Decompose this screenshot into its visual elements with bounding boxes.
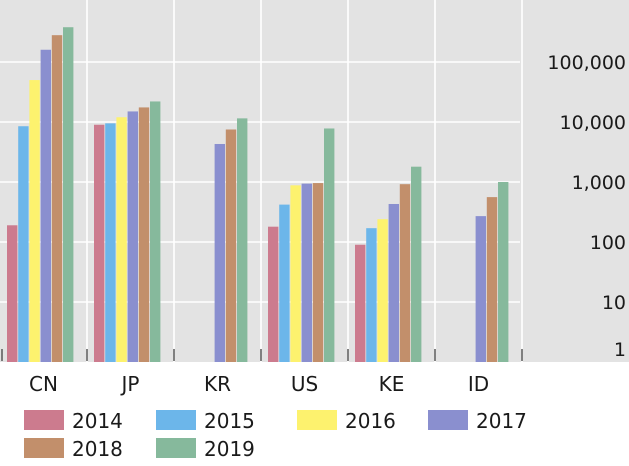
bar-jp-2019 xyxy=(150,101,161,362)
legend-label-2016: 2016 xyxy=(345,409,396,433)
legend-swatch-2014 xyxy=(24,410,64,430)
legend-swatch-2016 xyxy=(297,410,337,430)
bar-ke-2014 xyxy=(355,244,366,362)
y-tick-label: 10,000 xyxy=(560,112,626,134)
x-tick-label: ID xyxy=(468,372,489,396)
legend-swatch-2017 xyxy=(428,410,468,430)
y-tick-label: 100 xyxy=(590,232,626,254)
legend: 2014 2015 2016 2017 2018 2019 xyxy=(24,409,527,461)
bar-cn-2017 xyxy=(40,49,51,362)
x-tick-label: JP xyxy=(120,372,140,396)
bar-id-2018 xyxy=(486,197,498,362)
bar-ke-2016 xyxy=(377,219,388,362)
bar-ke-2017 xyxy=(388,203,399,362)
bar-cn-2018 xyxy=(51,35,63,362)
x-tick-label: KR xyxy=(204,372,231,396)
bar-jp-2014 xyxy=(94,124,105,362)
bar-ke-2019 xyxy=(411,166,422,362)
x-axis: CN JP KR US KE ID xyxy=(1,349,523,396)
bar-jp-2018 xyxy=(138,107,150,362)
legend-label-2019: 2019 xyxy=(204,437,255,461)
y-tick-label: 100,000 xyxy=(547,52,626,74)
gridlines xyxy=(0,0,523,362)
bar-cn-2019 xyxy=(63,27,74,363)
bar-kr-2017 xyxy=(214,143,225,362)
bar-us-2014 xyxy=(268,226,279,362)
legend-swatch-2019 xyxy=(156,438,196,458)
bar-jp-2015 xyxy=(105,123,116,363)
bar-id-2019 xyxy=(498,182,509,362)
y-tick-label: 1,000 xyxy=(572,172,626,194)
x-tick-label: KE xyxy=(379,372,405,396)
legend-label-2014: 2014 xyxy=(72,409,123,433)
legend-label-2017: 2017 xyxy=(476,409,527,433)
bar-us-2015 xyxy=(279,204,290,362)
legend-label-2015: 2015 xyxy=(204,409,255,433)
x-tick-label: CN xyxy=(29,372,58,396)
y-tick-label: 1 xyxy=(614,339,626,361)
x-tick-label: US xyxy=(291,372,318,396)
bar-jp-2016 xyxy=(116,117,127,363)
bar-us-2017 xyxy=(301,183,312,362)
bars xyxy=(7,27,509,363)
bar-cn-2014 xyxy=(7,225,18,362)
bar-ke-2015 xyxy=(366,228,377,362)
bar-id-2017 xyxy=(475,216,486,362)
legend-label-2018: 2018 xyxy=(72,437,123,461)
bar-us-2019 xyxy=(324,128,335,362)
bar-kr-2018 xyxy=(225,129,237,362)
bar-kr-2019 xyxy=(237,118,248,363)
bar-cn-2016 xyxy=(29,80,40,362)
bar-us-2018 xyxy=(312,183,324,362)
bar-cn-2015 xyxy=(18,126,29,362)
legend-swatch-2015 xyxy=(156,410,196,430)
y-axis: 1 10 100 1,000 10,000 100,000 xyxy=(547,52,626,361)
bar-ke-2018 xyxy=(399,184,411,362)
legend-swatch-2018 xyxy=(24,438,64,458)
y-tick-label: 10 xyxy=(602,292,626,314)
bar-jp-2017 xyxy=(127,111,138,362)
bar-us-2016 xyxy=(290,185,301,362)
